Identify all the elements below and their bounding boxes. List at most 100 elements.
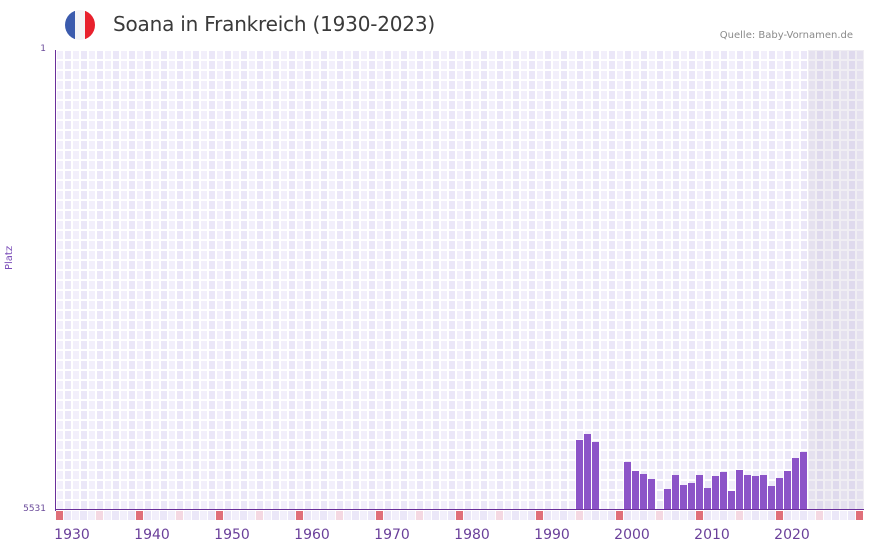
- grid-cell: [273, 391, 279, 399]
- grid-cell: [505, 141, 511, 149]
- grid-cell: [97, 331, 103, 339]
- bar-2018[interactable]: [760, 474, 767, 510]
- grid-cell: [65, 221, 71, 229]
- grid-cell: [273, 411, 279, 419]
- bar-2004[interactable]: [648, 478, 655, 510]
- grid-cell: [297, 131, 303, 139]
- bar-2017[interactable]: [752, 475, 759, 510]
- grid-cell: [353, 191, 359, 199]
- grid-cell: [585, 61, 591, 69]
- grid-cell: [705, 261, 711, 269]
- grid-cell: [401, 291, 407, 299]
- grid-cell: [521, 101, 527, 109]
- grid-cell: [689, 431, 695, 439]
- grid-cell: [553, 461, 559, 469]
- grid-cell: [113, 301, 119, 309]
- grid-cell: [289, 351, 295, 359]
- grid-cell: [601, 351, 607, 359]
- grid-cell: [497, 201, 503, 209]
- grid-cell: [849, 171, 855, 179]
- grid-cell: [801, 261, 807, 269]
- bar-2019[interactable]: [768, 485, 775, 510]
- grid-cell: [801, 441, 807, 449]
- bar-2008[interactable]: [680, 484, 687, 510]
- bar-2012[interactable]: [712, 475, 719, 510]
- grid-cell: [833, 161, 839, 169]
- grid-cell: [497, 101, 503, 109]
- bar-2010[interactable]: [696, 474, 703, 510]
- grid-cell: [793, 211, 799, 219]
- grid-cell: [433, 71, 439, 79]
- grid-cell: [537, 281, 543, 289]
- grid-cell: [729, 111, 735, 119]
- grid-cell: [497, 441, 503, 449]
- year-marker: [472, 511, 479, 520]
- grid-cell: [809, 501, 815, 509]
- grid-cell: [609, 421, 615, 429]
- grid-cell: [377, 221, 383, 229]
- grid-cell: [625, 161, 631, 169]
- bar-2023[interactable]: [800, 452, 807, 510]
- grid-cell: [641, 411, 647, 419]
- bar-2009[interactable]: [688, 482, 695, 510]
- grid-cell: [537, 131, 543, 139]
- grid-cell: [617, 271, 623, 279]
- grid-cell: [761, 251, 767, 259]
- grid-cell: [473, 331, 479, 339]
- bar-2020[interactable]: [776, 477, 783, 510]
- bar-2003[interactable]: [640, 473, 647, 510]
- grid-cell: [857, 451, 863, 459]
- bar-2013[interactable]: [720, 471, 727, 510]
- grid-cell: [737, 371, 743, 379]
- grid-cell: [585, 261, 591, 269]
- grid-cell: [769, 131, 775, 139]
- grid-cell: [449, 121, 455, 129]
- grid-cell: [665, 121, 671, 129]
- grid-cell: [753, 451, 759, 459]
- grid-cell: [417, 411, 423, 419]
- grid-cell: [353, 321, 359, 329]
- year-marker: [664, 511, 671, 520]
- grid-cell: [169, 481, 175, 489]
- grid-cell: [297, 101, 303, 109]
- grid-cell: [57, 371, 63, 379]
- bar-2002[interactable]: [632, 470, 639, 510]
- grid-cell: [521, 421, 527, 429]
- grid-cell: [65, 281, 71, 289]
- grid-cell: [385, 251, 391, 259]
- bar-2015[interactable]: [736, 469, 743, 510]
- grid-cell: [217, 111, 223, 119]
- grid-cell: [609, 331, 615, 339]
- grid-cell: [841, 91, 847, 99]
- bar-2001[interactable]: [624, 462, 631, 510]
- grid-cell: [313, 71, 319, 79]
- grid-cell: [249, 341, 255, 349]
- bar-1997[interactable]: [592, 442, 599, 510]
- bar-2022[interactable]: [792, 458, 799, 510]
- bar-1995[interactable]: [576, 440, 583, 510]
- bar-2014[interactable]: [728, 490, 735, 510]
- grid-cell: [257, 451, 263, 459]
- grid-cell: [465, 81, 471, 89]
- bar-1996[interactable]: [584, 433, 591, 510]
- grid-cell: [433, 271, 439, 279]
- year-marker: [800, 511, 807, 520]
- bar-2016[interactable]: [744, 474, 751, 510]
- grid-cell: [249, 171, 255, 179]
- bar-2006[interactable]: [664, 488, 671, 510]
- bar-2011[interactable]: [704, 487, 711, 510]
- grid-cell: [337, 161, 343, 169]
- grid-cell: [609, 131, 615, 139]
- grid-cell: [113, 501, 119, 509]
- grid-cell: [785, 131, 791, 139]
- grid-cell: [601, 441, 607, 449]
- grid-cell: [425, 51, 431, 59]
- grid-cell: [345, 81, 351, 89]
- grid-cell: [553, 481, 559, 489]
- bar-2021[interactable]: [784, 470, 791, 510]
- grid-cell: [393, 241, 399, 249]
- bar-2007[interactable]: [672, 474, 679, 510]
- grid-cell: [593, 281, 599, 289]
- grid-cell: [145, 131, 151, 139]
- source-link[interactable]: Quelle: Baby-Vornamen.de: [719, 30, 853, 41]
